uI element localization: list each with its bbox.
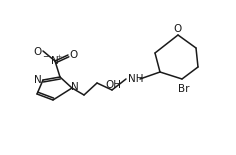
Text: O: O bbox=[174, 24, 182, 34]
Text: NH: NH bbox=[128, 74, 143, 84]
Text: N: N bbox=[34, 75, 42, 85]
Text: +: + bbox=[56, 53, 62, 58]
Text: N: N bbox=[51, 56, 59, 66]
Text: −: − bbox=[42, 53, 48, 62]
Text: O: O bbox=[69, 50, 77, 60]
Text: Br: Br bbox=[178, 84, 190, 94]
Text: OH: OH bbox=[105, 80, 121, 90]
Text: N: N bbox=[71, 82, 79, 92]
Text: O: O bbox=[34, 47, 42, 57]
